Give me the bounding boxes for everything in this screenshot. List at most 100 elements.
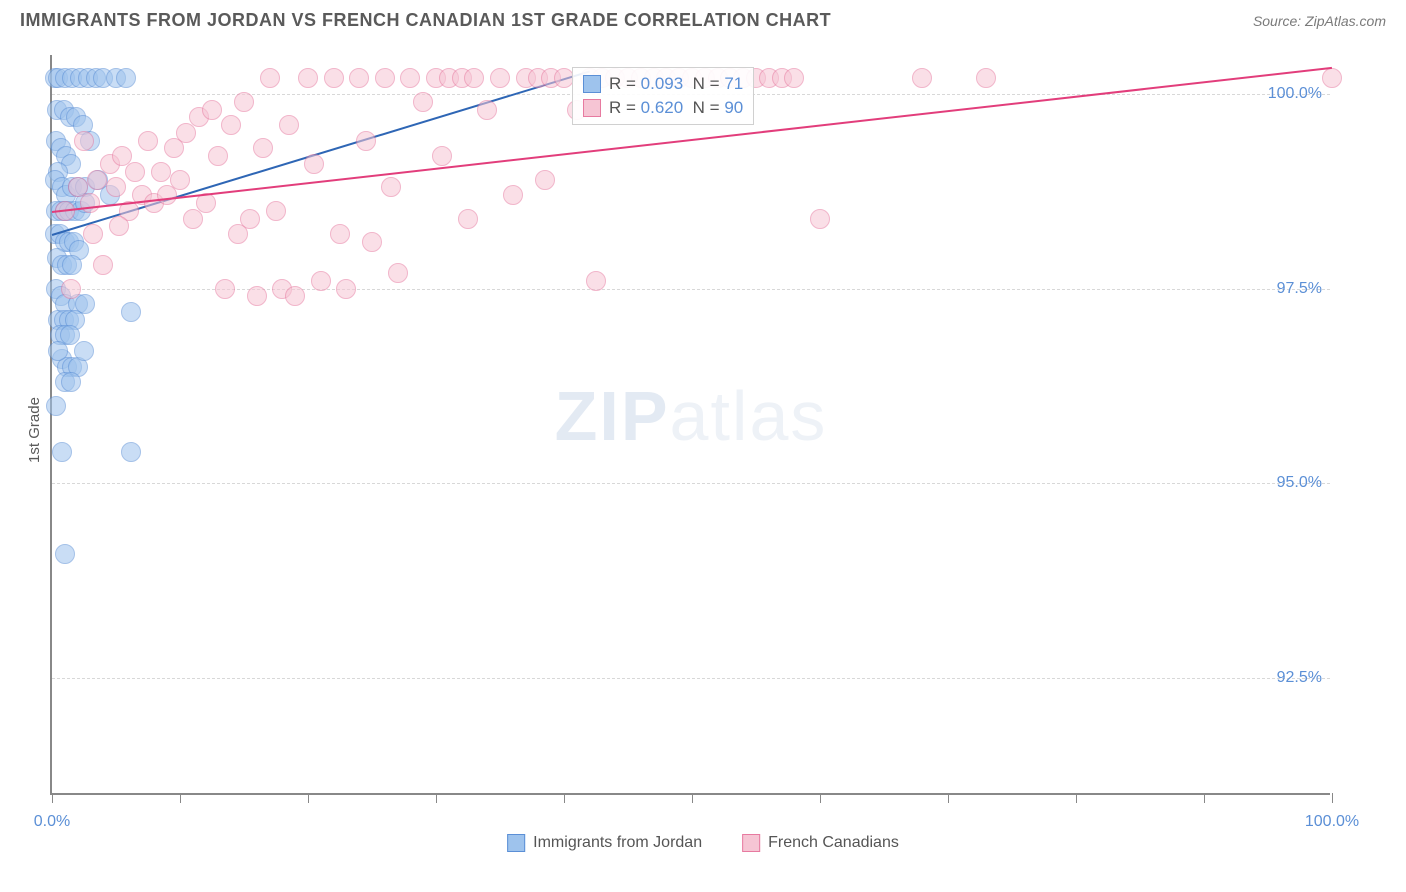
gridline (52, 483, 1330, 484)
data-point (458, 209, 478, 229)
data-point (62, 255, 82, 275)
legend-swatch (583, 75, 601, 93)
data-point (151, 162, 171, 182)
data-point (138, 131, 158, 151)
data-point (1322, 68, 1342, 88)
data-point (375, 68, 395, 88)
data-point (535, 170, 555, 190)
x-tick (1204, 793, 1205, 803)
data-point (298, 68, 318, 88)
y-tick-label: 95.0% (1277, 474, 1322, 492)
legend-label: Immigrants from Jordan (533, 834, 702, 852)
data-point (61, 279, 81, 299)
data-point (381, 177, 401, 197)
data-point (253, 138, 273, 158)
data-point (503, 185, 523, 205)
legend-item: Immigrants from Jordan (507, 834, 702, 852)
data-point (362, 232, 382, 252)
x-tick (1076, 793, 1077, 803)
stats-legend-row: R = 0.620 N = 90 (583, 96, 743, 120)
data-point (266, 201, 286, 221)
data-point (46, 396, 66, 416)
y-axis-label: 1st Grade (26, 397, 43, 463)
legend-stat: R = 0.620 N = 90 (609, 98, 743, 118)
y-tick-label: 100.0% (1268, 85, 1322, 103)
x-tick (1332, 793, 1333, 803)
data-point (304, 154, 324, 174)
data-point (202, 100, 222, 120)
data-point (106, 177, 126, 197)
x-tick (564, 793, 565, 803)
data-point (121, 302, 141, 322)
legend-swatch (507, 834, 525, 852)
data-point (215, 279, 235, 299)
legend-swatch (742, 834, 760, 852)
data-point (356, 131, 376, 151)
data-point (311, 271, 331, 291)
data-point (477, 100, 497, 120)
chart-title: IMMIGRANTS FROM JORDAN VS FRENCH CANADIA… (20, 10, 831, 31)
legend-stat: R = 0.093 N = 71 (609, 74, 743, 94)
x-tick (692, 793, 693, 803)
series-legend: Immigrants from Jordan French Canadians (507, 834, 899, 852)
data-point (400, 68, 420, 88)
data-point (93, 255, 113, 275)
data-point (279, 115, 299, 135)
y-tick-label: 97.5% (1277, 280, 1322, 298)
x-tick (948, 793, 949, 803)
data-point (74, 341, 94, 361)
x-tick (820, 793, 821, 803)
watermark: ZIPatlas (555, 376, 828, 456)
x-tick (52, 793, 53, 803)
scatter-plot: ZIPatlas 92.5%95.0%97.5%100.0%0.0%100.0%… (50, 55, 1330, 795)
stats-legend: R = 0.093 N = 71 R = 0.620 N = 90 (572, 67, 754, 125)
x-tick-label: 100.0% (1305, 813, 1359, 831)
y-tick-label: 92.5% (1277, 669, 1322, 687)
data-point (55, 544, 75, 564)
data-point (208, 146, 228, 166)
legend-label: French Canadians (768, 834, 899, 852)
data-point (61, 372, 81, 392)
data-point (80, 193, 100, 213)
data-point (109, 216, 129, 236)
data-point (221, 115, 241, 135)
data-point (170, 170, 190, 190)
legend-item: French Canadians (742, 834, 899, 852)
data-point (349, 68, 369, 88)
data-point (234, 92, 254, 112)
data-point (285, 286, 305, 306)
gridline (52, 289, 1330, 290)
data-point (554, 68, 574, 88)
x-tick (436, 793, 437, 803)
x-tick (180, 793, 181, 803)
data-point (388, 263, 408, 283)
data-point (330, 224, 350, 244)
data-point (116, 68, 136, 88)
data-point (432, 146, 452, 166)
source-label: Source: ZipAtlas.com (1253, 13, 1386, 29)
data-point (586, 271, 606, 291)
data-point (912, 68, 932, 88)
data-point (240, 209, 260, 229)
data-point (52, 442, 72, 462)
data-point (74, 131, 94, 151)
data-point (784, 68, 804, 88)
data-point (83, 224, 103, 244)
stats-legend-row: R = 0.093 N = 71 (583, 72, 743, 96)
legend-swatch (583, 99, 601, 117)
data-point (976, 68, 996, 88)
chart-header: IMMIGRANTS FROM JORDAN VS FRENCH CANADIA… (0, 0, 1406, 39)
data-point (48, 341, 68, 361)
x-tick (308, 793, 309, 803)
data-point (810, 209, 830, 229)
data-point (464, 68, 484, 88)
data-point (247, 286, 267, 306)
gridline (52, 678, 1330, 679)
data-point (125, 162, 145, 182)
data-point (324, 68, 344, 88)
data-point (490, 68, 510, 88)
data-point (413, 92, 433, 112)
data-point (336, 279, 356, 299)
x-tick-label: 0.0% (34, 813, 70, 831)
data-point (260, 68, 280, 88)
